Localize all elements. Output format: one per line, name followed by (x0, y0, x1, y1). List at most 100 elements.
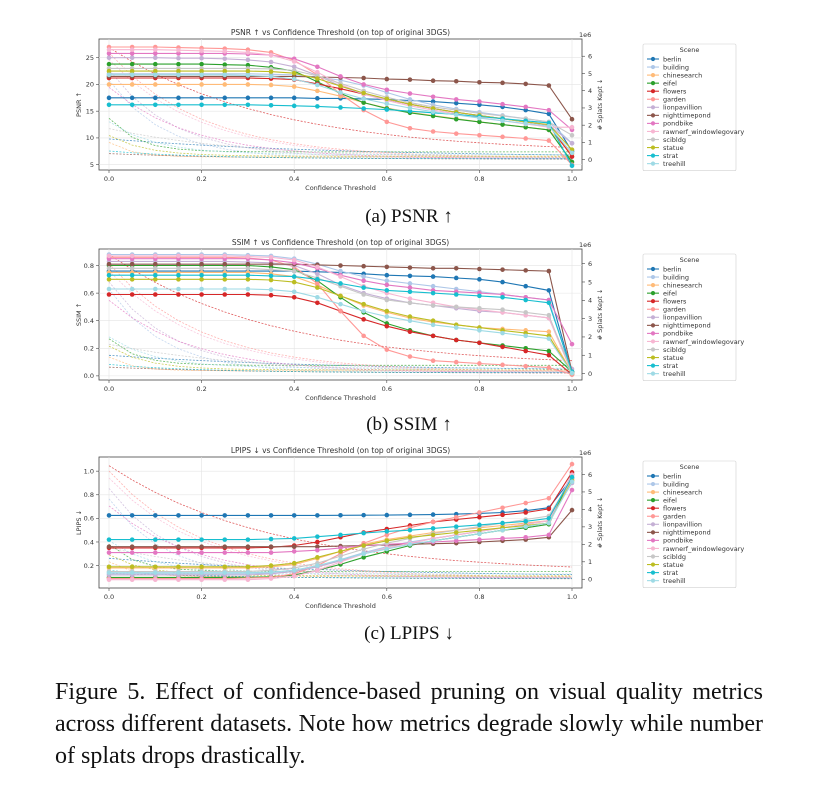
data-point-scibldg (361, 546, 366, 552)
splat-line-scibldg (108, 547, 573, 578)
data-point-strat (361, 530, 366, 536)
data-point-berlin (477, 277, 482, 282)
legend-swatch-marker (650, 274, 656, 280)
splat-line-scibldg (108, 128, 573, 159)
data-point-eifel (199, 61, 204, 67)
data-point-treehill (245, 286, 251, 292)
legend-swatch-marker (650, 562, 656, 567)
data-point-pondbike (291, 549, 297, 554)
data-point-treehill (453, 534, 459, 540)
data-point-treehill (315, 294, 320, 300)
data-point-pondbike (430, 94, 436, 100)
data-point-pondbike (523, 534, 528, 540)
data-point-strat (268, 103, 274, 108)
plot-area (98, 456, 583, 589)
splat-line-building (108, 289, 573, 374)
y-tick-label: 0.8 (84, 262, 94, 270)
data-point-nighttimepond (222, 261, 228, 267)
data-point-treehill (222, 286, 228, 292)
data-point-treehill (361, 96, 366, 102)
data-point-rawnerf_windowlegovary (338, 274, 343, 279)
data-point-statue (106, 564, 112, 570)
data-point-building (407, 281, 413, 286)
data-point-rawnerf_windowlegovary (245, 577, 251, 583)
data-point-nighttimepond (477, 266, 482, 272)
splat-line-treehill (108, 336, 572, 369)
legend-title: Scene (680, 46, 700, 54)
y2-tick-label: 2 (588, 541, 592, 549)
data-point-statue (129, 564, 135, 570)
data-point-strat (153, 102, 158, 108)
data-point-statue (315, 555, 320, 560)
data-point-pondbike (453, 97, 459, 102)
data-point-rawnerf_windowlegovary (222, 577, 228, 583)
data-point-strat (361, 285, 366, 290)
data-point-treehill (384, 546, 390, 552)
splat-line-pondbike (108, 86, 573, 159)
data-point-strat (500, 520, 505, 526)
data-point-statue (338, 293, 343, 299)
legend-label: garden (663, 306, 686, 314)
legend-label: building (663, 273, 689, 281)
data-point-treehill (291, 289, 297, 295)
data-point-flowers (384, 323, 390, 329)
legend-swatch-marker (650, 299, 656, 304)
data-point-strat (291, 103, 297, 109)
data-point-lionpavillion (129, 55, 135, 61)
data-point-pondbike (176, 51, 181, 56)
data-point-treehill (523, 121, 528, 126)
legend-label: flowers (663, 505, 687, 513)
data-point-strat (129, 102, 135, 108)
data-point-statue (384, 96, 390, 102)
y-tick-label: 0.6 (84, 515, 94, 523)
data-point-pondbike (129, 550, 135, 555)
data-point-strat (453, 292, 459, 297)
plot-content (106, 252, 575, 377)
data-point-strat (199, 272, 204, 278)
data-point-treehill (500, 330, 505, 336)
data-point-chinesearch (176, 82, 181, 87)
data-point-strat (106, 102, 112, 108)
legend-box (642, 460, 737, 588)
data-point-treehill (338, 90, 343, 95)
y-axis-label: SSIM ↑ (75, 303, 83, 326)
data-point-statue (407, 314, 413, 319)
data-point-statue (199, 277, 204, 282)
data-point-treehill (129, 72, 135, 78)
data-point-rawnerf_windowlegovary (199, 48, 204, 54)
data-point-statue (291, 70, 297, 76)
data-point-nighttimepond (430, 78, 436, 84)
data-point-statue (361, 543, 366, 548)
data-point-treehill (477, 531, 482, 537)
data-point-flowers (315, 539, 320, 545)
data-point-statue (477, 527, 482, 533)
data-point-strat (315, 104, 320, 109)
data-point-statue (430, 106, 436, 111)
data-point-berlin (338, 513, 343, 518)
data-point-strat (407, 108, 413, 114)
data-point-treehill (315, 563, 320, 568)
legend-label: strat (663, 569, 679, 577)
data-point-lionpavillion (153, 55, 158, 61)
subfigure-caption: (c) LPIPS ↓ (364, 623, 454, 644)
data-point-statue (153, 277, 158, 282)
legend-label: lionpavillion (663, 104, 702, 112)
y2-tick-label: 5 (588, 278, 592, 286)
data-point-berlin (430, 512, 436, 517)
data-point-pondbike (546, 107, 552, 113)
data-point-treehill (153, 72, 158, 78)
legend-swatch-marker (650, 339, 656, 344)
data-point-treehill (569, 479, 575, 485)
data-point-treehill (268, 74, 274, 79)
legend-label: strat (663, 152, 679, 160)
data-point-garden (384, 532, 390, 538)
data-point-berlin (546, 111, 552, 117)
data-point-nighttimepond (129, 261, 135, 267)
data-point-garden (523, 136, 528, 141)
data-point-berlin (453, 275, 459, 281)
legend-swatch-marker (650, 498, 656, 503)
data-point-statue (222, 564, 228, 570)
data-point-treehill (176, 570, 181, 575)
data-point-berlin (430, 274, 436, 279)
